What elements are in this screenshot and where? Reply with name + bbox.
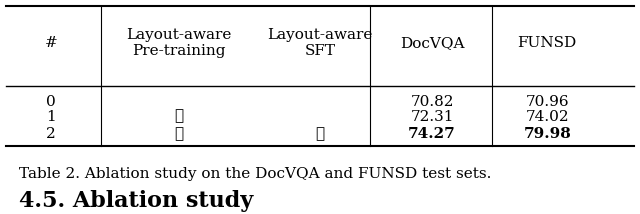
- Text: 72.31: 72.31: [410, 110, 454, 124]
- Text: 74.27: 74.27: [408, 127, 456, 141]
- Text: ✓: ✓: [175, 110, 184, 124]
- Text: 70.82: 70.82: [410, 95, 454, 109]
- Text: 1: 1: [46, 110, 56, 124]
- Text: 74.02: 74.02: [525, 110, 569, 124]
- Text: #: #: [45, 36, 58, 50]
- Text: Layout-aware
SFT: Layout-aware SFT: [268, 28, 372, 58]
- Text: 0: 0: [46, 95, 56, 109]
- Text: DocVQA: DocVQA: [400, 36, 464, 50]
- Text: ✓: ✓: [316, 127, 324, 141]
- Text: FUNSD: FUNSD: [518, 36, 577, 50]
- Text: 4.5. Ablation study: 4.5. Ablation study: [19, 190, 253, 212]
- Text: ✓: ✓: [175, 127, 184, 141]
- Text: 79.98: 79.98: [524, 127, 571, 141]
- Text: 2: 2: [46, 127, 56, 141]
- Text: 70.96: 70.96: [525, 95, 569, 109]
- Text: Layout-aware
Pre-training: Layout-aware Pre-training: [127, 28, 232, 58]
- Text: Table 2. Ablation study on the DocVQA and FUNSD test sets.: Table 2. Ablation study on the DocVQA an…: [19, 167, 492, 181]
